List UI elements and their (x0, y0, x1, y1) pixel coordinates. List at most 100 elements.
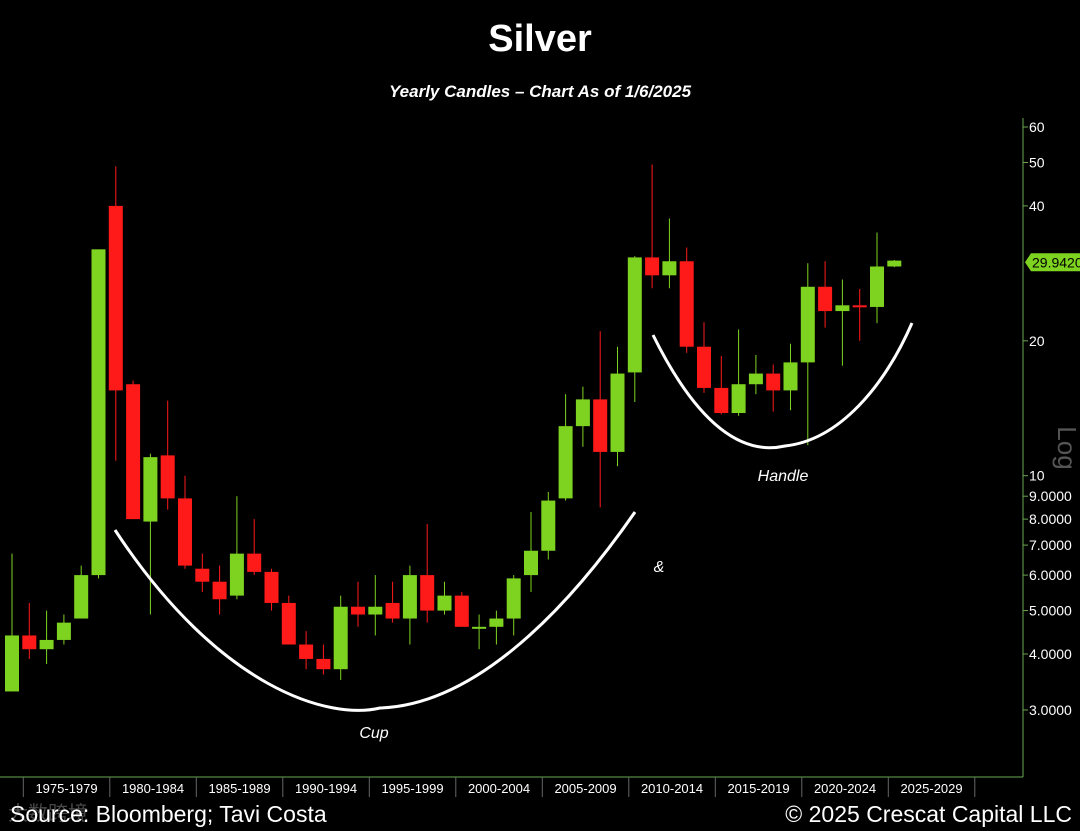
x-axis: 1975-1979 1980-1984 1985-1989 1990-1994 1995… (0, 776, 1023, 797)
candle-body (368, 606, 383, 615)
candle-body (39, 639, 54, 650)
candle-body (385, 602, 400, 619)
candle-2008 (593, 331, 608, 508)
candle-1991 (299, 631, 314, 670)
y-tick-label: 9.0000 (1029, 488, 1072, 504)
y-tick-label: 5.0000 (1029, 603, 1072, 619)
candle-1986 (212, 565, 227, 615)
candle-body (420, 575, 435, 611)
candle-body (818, 286, 833, 312)
y-tick-label: 8.0000 (1029, 511, 1072, 527)
candle-body (714, 387, 729, 414)
chart-subtitle: Yearly Candles – Chart As of 1/6/2025 (388, 82, 692, 101)
candle-1988 (247, 519, 262, 576)
candle-2004 (524, 511, 538, 593)
candle-2001 (472, 614, 487, 650)
candle-2020 (800, 263, 815, 446)
candle-body (56, 622, 71, 640)
candle-1980 (108, 166, 123, 461)
chart-title: Silver (488, 18, 592, 60)
candle-2023 (852, 288, 867, 341)
candle-2015 (714, 355, 729, 415)
candle-body (333, 606, 348, 670)
y-tick-label: 40 (1029, 198, 1045, 214)
candle-body (679, 261, 694, 347)
candle-body (472, 626, 487, 629)
candle-1977 (56, 614, 71, 645)
candle-body (22, 635, 37, 650)
candle-2005 (541, 491, 556, 560)
y-tick-label: 4.0000 (1029, 646, 1072, 662)
candles-group (5, 164, 902, 692)
candle-2018 (766, 364, 781, 412)
y-tick-label: 7.0000 (1029, 537, 1072, 553)
candle-body (887, 260, 902, 267)
current-price-marker: 29.9420 (1025, 253, 1080, 272)
candle-2007 (575, 386, 590, 447)
candle-body (402, 575, 417, 619)
candle-1984 (178, 475, 192, 569)
candle-body (870, 266, 884, 307)
watermark-text: 大数跨境 (8, 803, 88, 825)
candle-1990 (281, 595, 296, 645)
candle-1975 (22, 602, 37, 659)
candle-1987 (229, 496, 244, 600)
source-text: Source: Bloomberg; Tavi Costa (10, 801, 327, 827)
candle-2025 (887, 259, 902, 268)
candle-body (852, 305, 867, 308)
candle-body (489, 618, 504, 627)
candle-2000 (454, 592, 469, 627)
candle-body (541, 500, 556, 551)
y-axis: 60 50 40 20 10 9.0000 8.0000 7.0000 6.0000 5.0000… (1022, 118, 1072, 777)
candle-1976 (39, 610, 54, 664)
cup-label: Cup (359, 725, 388, 742)
x-tick-label: 2020-2024 (814, 781, 876, 796)
candle-1983 (160, 400, 175, 510)
candle-2009 (610, 346, 625, 467)
y-tick-label: 10 (1029, 468, 1045, 484)
candle-1995 (368, 575, 383, 636)
cup-curve (113, 511, 637, 712)
x-tick-label: 1985-1989 (208, 781, 270, 796)
y-tick-label: 20 (1029, 333, 1045, 349)
candle-body (575, 399, 590, 427)
candle-1999 (437, 581, 452, 615)
candle-1981 (126, 380, 141, 520)
candle-2014 (697, 322, 711, 393)
candle-body (160, 455, 175, 499)
current-price-label: 29.9420 (1032, 254, 1080, 270)
x-tick-label: 1980-1984 (122, 781, 184, 796)
candle-body (593, 399, 608, 452)
candle-body (351, 606, 365, 615)
candle-body (610, 373, 625, 452)
y-tick-label: 6.0000 (1029, 567, 1072, 583)
candle-2010 (627, 256, 642, 403)
candle-body (247, 553, 262, 572)
candle-body (212, 581, 227, 600)
candle-1982 (143, 453, 158, 615)
candle-body (178, 498, 192, 566)
candle-body (800, 286, 815, 363)
candle-1978 (74, 565, 89, 619)
candle-body (558, 426, 573, 499)
candle-body (316, 658, 331, 670)
y-tick-label: 50 (1029, 154, 1045, 170)
candle-1993 (333, 595, 348, 681)
candle-body (748, 373, 763, 385)
candle-1979 (91, 249, 106, 579)
candle-body (524, 550, 538, 576)
candle-body (731, 384, 746, 414)
handle-label: Handle (758, 468, 809, 485)
candle-body (506, 578, 521, 619)
candle-body (437, 595, 452, 611)
candle-body (697, 346, 711, 388)
candle-1997 (402, 565, 417, 645)
x-tick-label: 2015-2019 (727, 781, 789, 796)
candle-2017 (748, 354, 763, 395)
candle-body (299, 644, 314, 659)
x-tick-label: 1975-1979 (35, 781, 97, 796)
x-tick-label: 1995-1999 (381, 781, 443, 796)
candle-2013 (679, 247, 694, 353)
x-tick-label: 1990-1994 (295, 781, 357, 796)
candle-2022 (835, 279, 850, 366)
